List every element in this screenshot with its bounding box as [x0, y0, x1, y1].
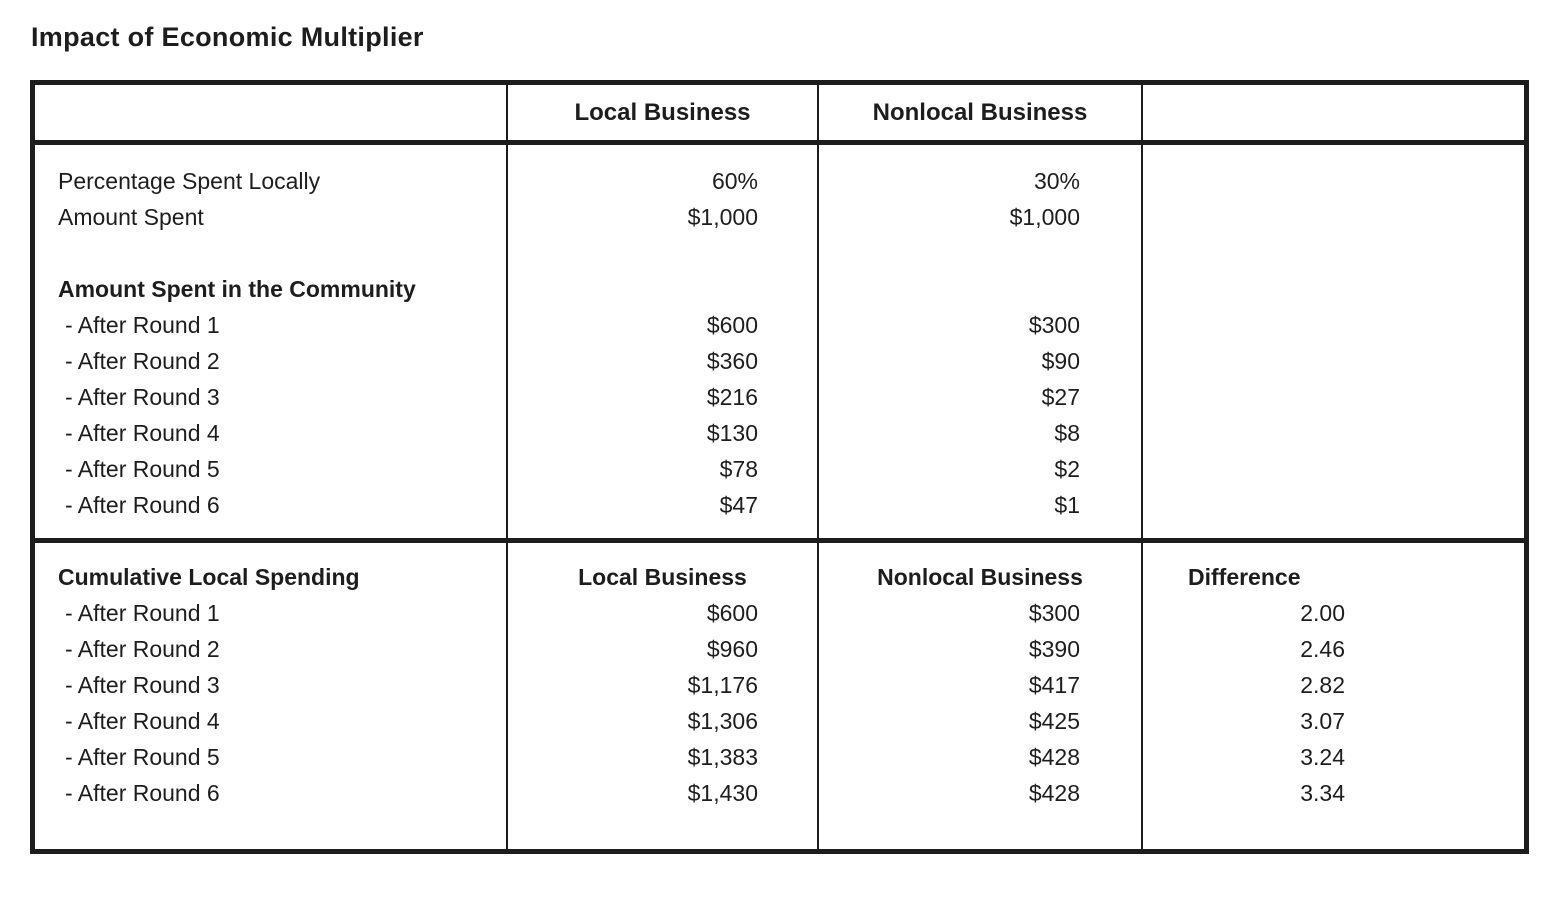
difference-cell-empty: [1142, 487, 1524, 523]
local-value: $1,306: [687, 708, 758, 734]
local-value: [507, 271, 818, 307]
column-divider-3: [1141, 85, 1143, 849]
table-row: - After Round 6 $47 $1: [35, 487, 1524, 523]
table-row: - After Round 3 $1,176 $417 2.82: [35, 667, 1524, 703]
nonlocal-value: 30%: [1033, 168, 1080, 194]
row-label: - After Round 3: [65, 672, 220, 698]
nonlocal-value: $425: [1028, 708, 1080, 734]
nonlocal-value: $300: [1028, 312, 1080, 338]
difference-value: 2.46: [1300, 636, 1345, 662]
difference-cell-empty: [1142, 415, 1524, 451]
table-row: - After Round 6 $1,430 $428 3.34: [35, 775, 1524, 811]
local-value: $1,176: [687, 672, 758, 698]
local-value: $47: [719, 492, 758, 518]
local-value: $78: [719, 456, 758, 482]
row-label: - After Round 3: [65, 384, 220, 410]
row-label: - After Round 1: [65, 312, 220, 338]
table-row: - After Round 5 $1,383 $428 3.24: [35, 739, 1524, 775]
row-label: Percentage Spent Locally: [58, 168, 321, 194]
local-value: $1,430: [687, 780, 758, 806]
difference-cell-empty: [1142, 163, 1524, 199]
table-row: - After Round 2 $360 $90: [35, 343, 1524, 379]
group-title: Amount Spent in the Community: [58, 276, 416, 302]
difference-value: 2.82: [1300, 672, 1345, 698]
nonlocal-value: $300: [1028, 600, 1080, 626]
nonlocal-value: $8: [1054, 420, 1080, 446]
header-cell-empty-right: [1142, 85, 1524, 140]
row-label: - After Round 4: [65, 420, 220, 446]
nonlocal-value: $27: [1041, 384, 1080, 410]
nonlocal-value: $1,000: [1009, 204, 1080, 230]
nonlocal-value: $90: [1041, 348, 1080, 374]
row-label: - After Round 2: [65, 348, 220, 374]
difference-cell-empty: [1142, 451, 1524, 487]
difference-cell-empty: [1142, 271, 1524, 307]
nonlocal-value: $428: [1028, 744, 1080, 770]
column-header-difference: Difference: [1188, 564, 1301, 590]
row-label: - After Round 6: [65, 780, 220, 806]
section-divider-line: [35, 538, 1524, 543]
difference-value: 3.07: [1300, 708, 1345, 734]
column-header-nonlocal-business: Nonlocal Business: [877, 564, 1083, 590]
difference-cell-empty: [1142, 307, 1524, 343]
group-title-row: Amount Spent in the Community: [35, 271, 1524, 307]
economic-multiplier-table: Local Business Nonlocal Business Percent…: [30, 80, 1529, 854]
row-label: - After Round 2: [65, 636, 220, 662]
local-value: 60%: [711, 168, 758, 194]
page-title: Impact of Economic Multiplier: [31, 22, 424, 52]
nonlocal-value: $2: [1054, 456, 1080, 482]
table-row: Amount Spent $1,000 $1,000: [35, 199, 1524, 235]
local-value: $600: [706, 312, 758, 338]
local-value: $1,000: [687, 204, 758, 230]
header-divider-line: [35, 140, 1524, 145]
table-row: - After Round 1 $600 $300: [35, 307, 1524, 343]
column-divider-2: [817, 85, 819, 849]
nonlocal-value: $417: [1028, 672, 1080, 698]
row-label: - After Round 4: [65, 708, 220, 734]
table-row: - After Round 1 $600 $300 2.00: [35, 595, 1524, 631]
difference-value: 2.00: [1300, 600, 1345, 626]
row-label: - After Round 6: [65, 492, 220, 518]
nonlocal-value: $1: [1054, 492, 1080, 518]
column-divider-1: [506, 85, 508, 849]
difference-value: 3.34: [1300, 780, 1345, 806]
blank-row: [35, 235, 1524, 271]
table-row: - After Round 4 $130 $8: [35, 415, 1524, 451]
difference-cell-empty: [1142, 379, 1524, 415]
difference-cell-empty: [1142, 199, 1524, 235]
table-row: - After Round 3 $216 $27: [35, 379, 1524, 415]
table-row: Percentage Spent Locally 60% 30%: [35, 163, 1524, 199]
table-row: - After Round 5 $78 $2: [35, 451, 1524, 487]
row-label: Amount Spent: [58, 204, 204, 230]
nonlocal-value: $428: [1028, 780, 1080, 806]
table-row: - After Round 4 $1,306 $425 3.07: [35, 703, 1524, 739]
local-value: $130: [706, 420, 758, 446]
row-label: - After Round 5: [65, 744, 220, 770]
difference-value: 3.24: [1300, 744, 1345, 770]
table-header-row: Local Business Nonlocal Business: [35, 85, 1524, 140]
table-row: - After Round 2 $960 $390 2.46: [35, 631, 1524, 667]
column-header-local-business: Local Business: [574, 99, 751, 126]
local-value: $600: [706, 600, 758, 626]
header-cell-empty: [35, 85, 507, 140]
local-value: $216: [706, 384, 758, 410]
local-value: $360: [706, 348, 758, 374]
column-header-local-business: Local Business: [578, 564, 747, 590]
nonlocal-value: [818, 271, 1142, 307]
section-amount-spent: Percentage Spent Locally 60% 30% Amount …: [35, 145, 1524, 523]
local-value: $960: [706, 636, 758, 662]
difference-cell-empty: [1142, 343, 1524, 379]
nonlocal-value: $390: [1028, 636, 1080, 662]
group-title: Cumulative Local Spending: [58, 564, 360, 590]
section-header-row: Cumulative Local Spending Local Business…: [35, 559, 1524, 595]
column-header-nonlocal-business: Nonlocal Business: [872, 99, 1088, 126]
row-label: - After Round 5: [65, 456, 220, 482]
local-value: $1,383: [687, 744, 758, 770]
section-cumulative-spending: Cumulative Local Spending Local Business…: [35, 548, 1524, 811]
row-label: - After Round 1: [65, 600, 220, 626]
